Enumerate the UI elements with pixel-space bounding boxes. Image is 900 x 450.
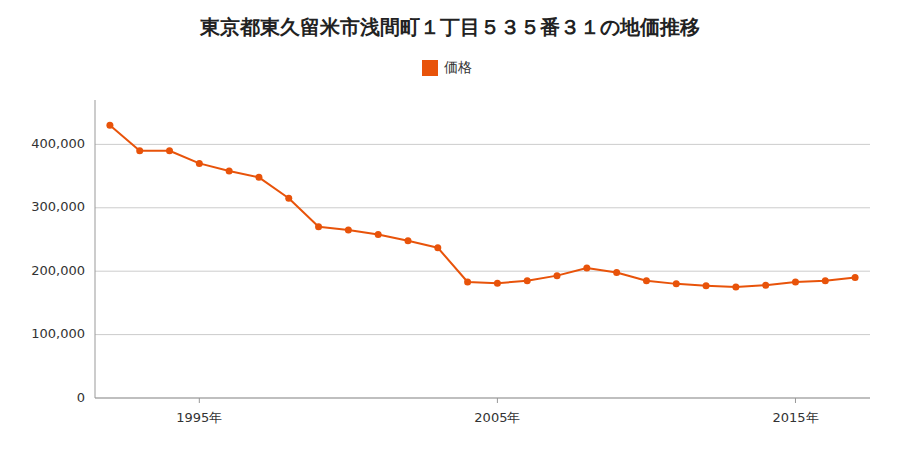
y-axis-line (95, 100, 96, 398)
data-point (643, 277, 650, 284)
x-tick (497, 398, 498, 403)
chart-title: 東京都東久留米市浅間町１丁目５３５番３１の地価推移 (199, 15, 700, 39)
grid-line (95, 334, 870, 335)
data-line (110, 125, 855, 287)
grid-line (95, 271, 870, 272)
data-point (345, 226, 352, 233)
y-tick-label: 200,000 (31, 263, 85, 278)
data-point (106, 122, 113, 129)
data-point (494, 280, 501, 287)
data-point (554, 272, 561, 279)
chart-svg: 東京都東久留米市浅間町１丁目５３５番３１の地価推移 0 100,000 200,000… (0, 0, 900, 450)
x-axis-line (95, 398, 870, 399)
grid-line (95, 398, 870, 399)
data-point (375, 231, 382, 238)
data-point (464, 278, 471, 285)
x-tick-label: 2015年 (772, 410, 818, 425)
data-point (613, 269, 620, 276)
data-point (196, 160, 203, 167)
legend-label: 価格 (444, 59, 472, 75)
data-point (583, 265, 590, 272)
data-point (822, 277, 829, 284)
plot-area (106, 122, 858, 291)
legend: 価格 (422, 59, 472, 76)
x-tick (199, 398, 200, 403)
data-point (852, 274, 859, 281)
data-point (434, 244, 441, 251)
chart-container: 東京都東久留米市浅間町１丁目５３５番３１の地価推移 0 100,000 200,000… (0, 0, 900, 450)
data-point (255, 174, 262, 181)
grid-line (95, 144, 870, 145)
data-point (404, 237, 411, 244)
data-point (673, 280, 680, 287)
y-tick-label: 0 (77, 390, 85, 405)
legend-swatch (422, 60, 438, 76)
data-point (166, 147, 173, 154)
data-point (136, 147, 143, 154)
y-tick-label: 100,000 (31, 326, 85, 341)
data-point (524, 277, 531, 284)
data-point (703, 282, 710, 289)
x-tick-label: 2005年 (474, 410, 520, 425)
y-tick-label: 400,000 (31, 136, 85, 151)
x-tick-label: 1995年 (176, 410, 222, 425)
data-point (762, 282, 769, 289)
data-point (285, 195, 292, 202)
data-point (226, 168, 233, 175)
data-point (732, 284, 739, 291)
grid-line (95, 207, 870, 208)
y-tick-label: 300,000 (31, 199, 85, 214)
axes: 0 100,000 200,000 300,000 400,000 1995年 2005年 2… (31, 100, 870, 425)
data-point (792, 278, 799, 285)
x-tick (795, 398, 796, 403)
data-point (315, 223, 322, 230)
